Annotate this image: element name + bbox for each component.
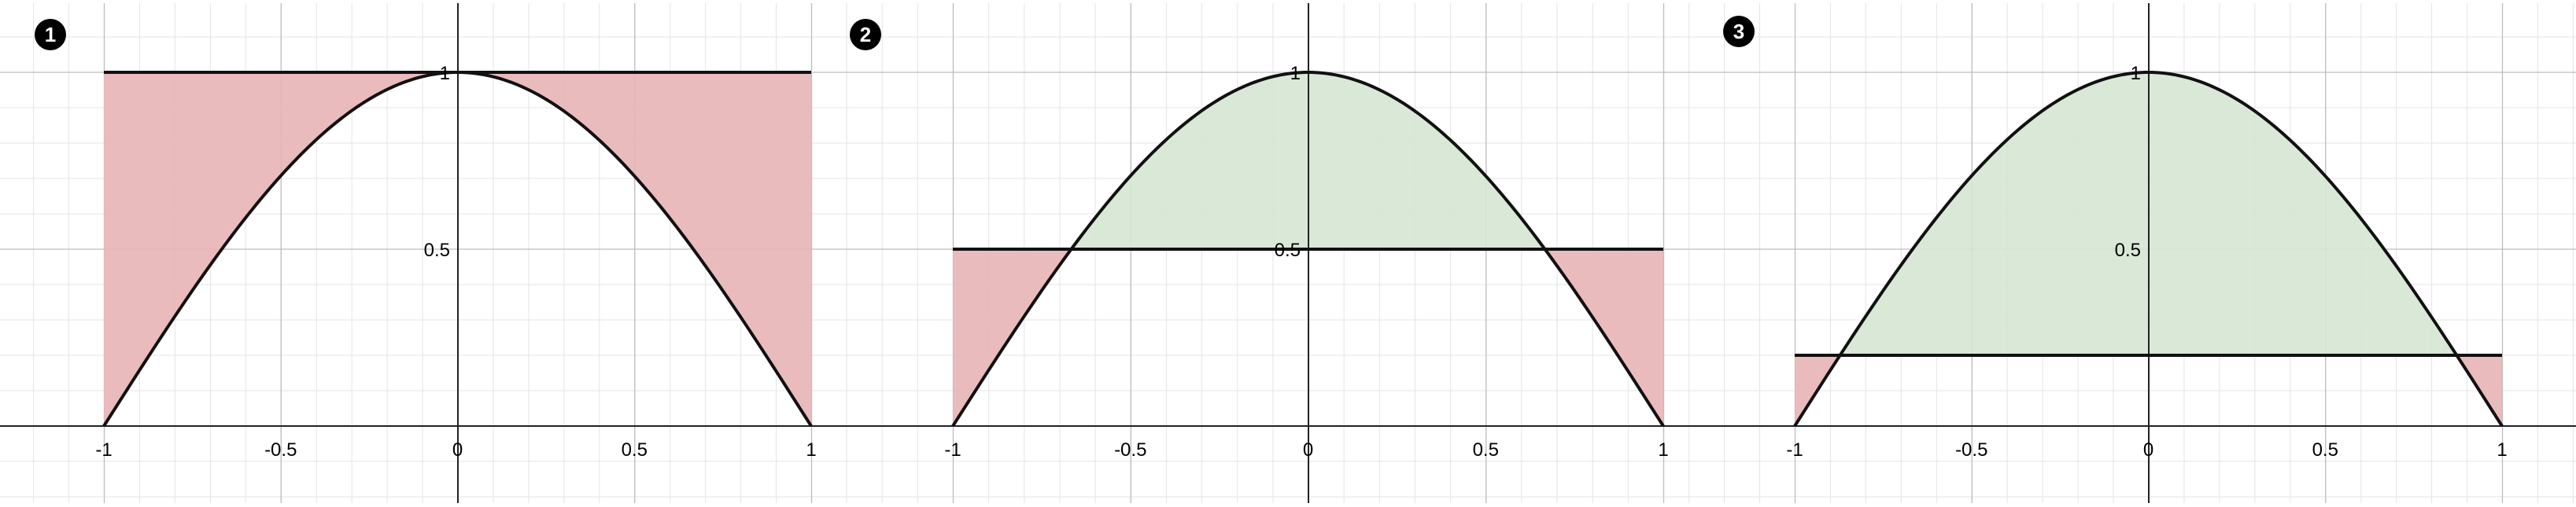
shaded-region-red	[104, 72, 455, 426]
x-tick-label: 0	[2143, 439, 2153, 461]
y-tick-label: 0.5	[2115, 240, 2141, 261]
shaded-region-red	[953, 249, 1070, 426]
x-tick-label: 0.5	[1473, 439, 1499, 461]
x-tick-label: 0.5	[622, 439, 648, 461]
x-tick-label: -1	[95, 439, 112, 461]
shaded-region-red	[1546, 249, 1663, 426]
y-tick-label: 1	[440, 63, 450, 84]
x-tick-label: -0.5	[1955, 439, 1987, 461]
x-tick-label: 0.5	[2312, 439, 2338, 461]
y-tick-label: 0.5	[424, 240, 450, 261]
y-tick-label: 0.5	[1275, 240, 1301, 261]
series-curve	[1793, 70, 2504, 428]
y-tick-label: 1	[2131, 63, 2141, 84]
panel-badge-2: 2	[850, 19, 881, 50]
x-tick-label: 0	[1303, 439, 1313, 461]
x-tick-label: -0.5	[264, 439, 297, 461]
x-tick-label: 1	[806, 439, 816, 461]
x-tick-label: -1	[944, 439, 961, 461]
x-tick-label: -1	[1786, 439, 1803, 461]
x-tick-label: 1	[1658, 439, 1668, 461]
panel-badge-1: 1	[35, 19, 66, 50]
panel-badge-3: 3	[1723, 16, 1755, 47]
shaded-region-red	[460, 72, 811, 426]
x-tick-label: 1	[2497, 439, 2507, 461]
y-tick-label: 1	[1290, 63, 1301, 84]
x-tick-label: 0	[452, 439, 463, 461]
x-tick-label: -0.5	[1114, 439, 1146, 461]
